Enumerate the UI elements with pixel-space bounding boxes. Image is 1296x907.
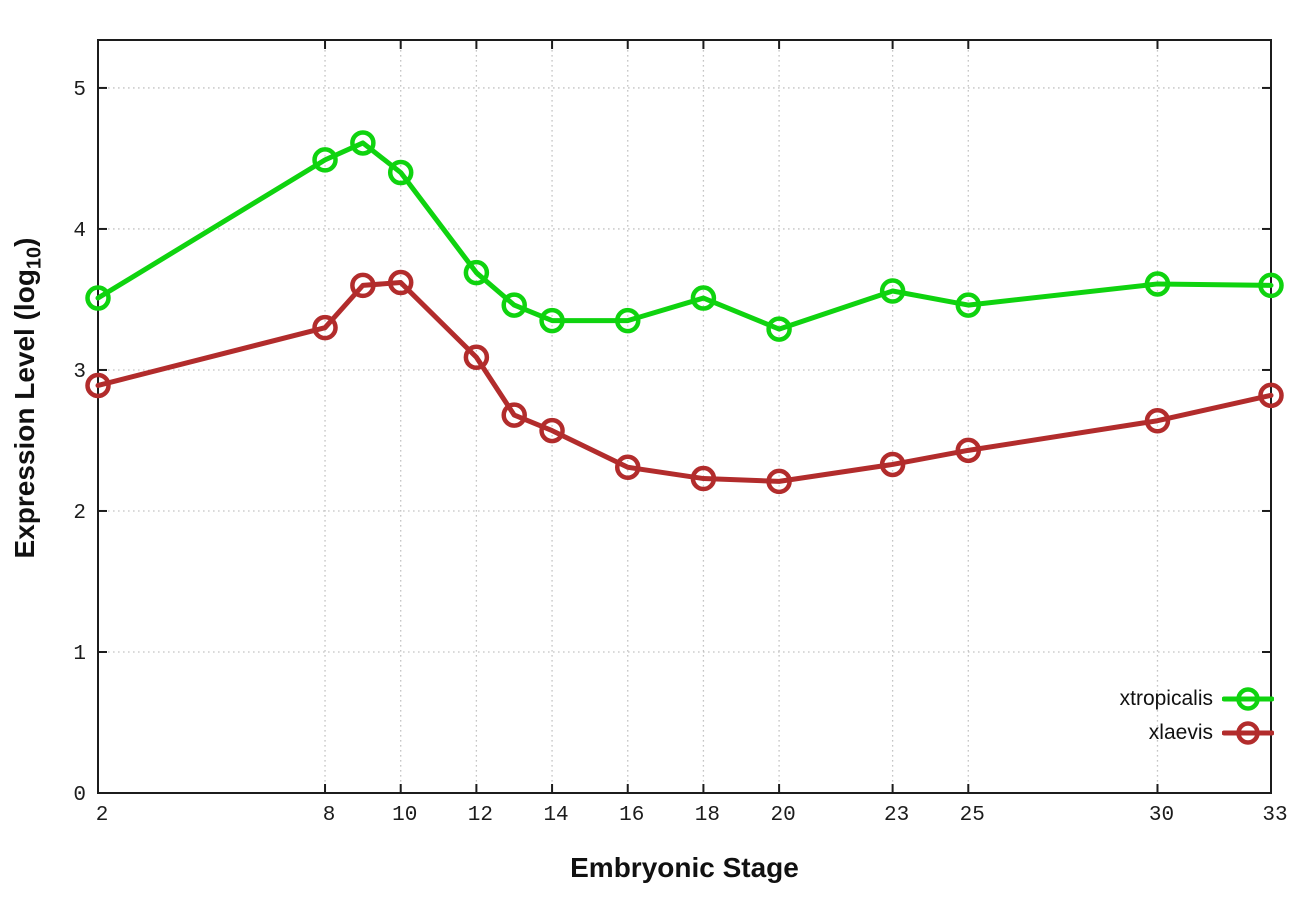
data-point-xtropicalis-stage-14 xyxy=(539,307,565,334)
data-point-xlaevis-stage-16 xyxy=(614,454,641,481)
x-tick-label: 30 xyxy=(1149,804,1174,827)
x-tick-label: 12 xyxy=(468,804,493,827)
legend-marker-icon xyxy=(1222,687,1274,711)
y-axis-title-suffix: ) xyxy=(9,237,40,247)
y-tick-label: 0 xyxy=(73,784,86,807)
x-tick-label: 20 xyxy=(770,804,795,827)
legend-marker-icon xyxy=(1222,721,1274,745)
legend-item-xtropicalis: xtropicalis xyxy=(1120,682,1274,716)
x-tick-label: 23 xyxy=(884,804,909,827)
y-tick-label: 3 xyxy=(73,361,86,384)
legend-item-xlaevis: xlaevis xyxy=(1149,716,1274,750)
y-axis-title: Expression Level (log10) xyxy=(9,237,50,559)
y-tick-label: 4 xyxy=(73,220,86,243)
x-axis-title: Embryonic Stage xyxy=(570,852,799,883)
data-point-xtropicalis-stage-9 xyxy=(350,130,376,156)
x-tick-label: 14 xyxy=(543,804,568,827)
data-point-xlaevis-stage-8 xyxy=(312,314,338,341)
data-point-xlaevis-stage-14 xyxy=(539,417,565,444)
data-point-xtropicalis-stage-33 xyxy=(1258,272,1284,299)
data-point-xtropicalis-stage-10 xyxy=(387,159,414,186)
data-point-xlaevis-stage-12 xyxy=(463,344,490,371)
data-point-xtropicalis-stage-25 xyxy=(955,292,982,318)
data-point-xlaevis-stage-9 xyxy=(350,272,376,299)
x-tick-label: 16 xyxy=(619,804,644,827)
data-point-xlaevis-stage-23 xyxy=(879,451,906,478)
data-point-xtropicalis-stage-8 xyxy=(312,147,338,173)
data-point-xlaevis-stage-20 xyxy=(766,468,792,495)
data-point-xlaevis-stage-13 xyxy=(501,402,527,428)
x-tick-label: 18 xyxy=(695,804,720,827)
data-point-xtropicalis-stage-18 xyxy=(690,285,717,311)
data-point-xtropicalis-stage-2 xyxy=(85,285,111,311)
x-tick-label: 10 xyxy=(392,804,417,827)
data-point-xtropicalis-stage-16 xyxy=(614,307,641,334)
y-tick-label: 5 xyxy=(73,79,86,102)
y-axis-title-subscript: 10 xyxy=(23,246,46,270)
data-point-xlaevis-stage-2 xyxy=(85,372,111,399)
y-tick-label: 1 xyxy=(73,643,86,666)
data-point-xtropicalis-stage-23 xyxy=(879,278,906,304)
y-axis-title-text: Expression Level (log xyxy=(9,269,40,559)
series-line-xlaevis xyxy=(95,280,1274,484)
legend-label-xlaevis: xlaevis xyxy=(1148,721,1213,744)
data-point-xlaevis-stage-18 xyxy=(690,465,717,492)
data-point-xlaevis-stage-33 xyxy=(1258,382,1284,409)
data-point-xlaevis-stage-30 xyxy=(1144,407,1171,434)
x-tick-label: 8 xyxy=(323,804,336,827)
x-tick-label: 2 xyxy=(96,804,109,827)
legend-label-xtropicalis: xtropicalis xyxy=(1119,687,1213,710)
series-line-xtropicalis xyxy=(95,140,1274,332)
data-point-xtropicalis-stage-20 xyxy=(766,316,792,342)
y-tick-label: 2 xyxy=(73,502,86,525)
data-point-xtropicalis-stage-30 xyxy=(1144,271,1171,297)
data-point-xtropicalis-stage-12 xyxy=(463,259,490,286)
x-tick-label: 25 xyxy=(960,804,985,827)
plot-frame xyxy=(97,39,1272,794)
legend: xtropicalis xlaevis xyxy=(1120,682,1274,750)
data-point-xtropicalis-stage-13 xyxy=(501,292,527,318)
x-tick-label: 33 xyxy=(1262,804,1287,827)
data-point-xlaevis-stage-25 xyxy=(955,437,982,464)
data-point-xlaevis-stage-10 xyxy=(387,269,414,296)
